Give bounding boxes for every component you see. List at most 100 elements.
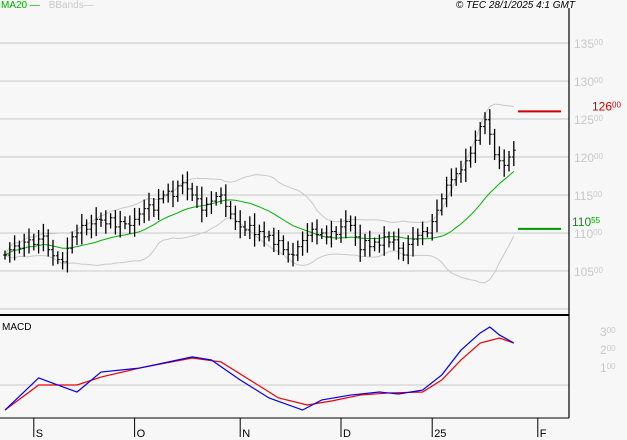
price-bar — [108, 213, 113, 229]
price-bar — [339, 218, 343, 243]
price-bar — [199, 186, 204, 223]
price-bar — [243, 220, 247, 237]
price-bar — [185, 171, 190, 201]
price-bar — [420, 221, 425, 246]
price-bar — [411, 226, 415, 257]
price-bar — [123, 216, 127, 230]
price-bar — [228, 201, 233, 220]
price-bar — [142, 199, 147, 224]
price-bar — [12, 235, 17, 261]
price-bar — [118, 210, 123, 238]
price-bar — [132, 207, 137, 237]
price-bar — [99, 212, 103, 227]
price-bar — [75, 224, 79, 246]
price-bar — [300, 231, 305, 256]
price-bar — [511, 141, 516, 167]
price-bar — [295, 240, 300, 262]
price-bar — [190, 182, 195, 202]
price-tick-label: 10500 — [574, 265, 603, 279]
price-bar — [127, 215, 132, 234]
price-bar — [473, 130, 478, 164]
macd-signal-line — [4, 337, 514, 411]
price-bar — [247, 216, 252, 240]
price-bar — [401, 242, 406, 262]
price-bar — [55, 251, 60, 265]
price-bar — [27, 228, 31, 254]
price-bar — [483, 112, 487, 135]
ma20-line — [4, 170, 515, 256]
price-bar — [497, 146, 502, 170]
price-bar — [358, 224, 363, 262]
price-bar — [468, 146, 473, 168]
price-bar — [315, 219, 319, 245]
x-tick-label: F — [540, 428, 547, 440]
price-bar — [492, 128, 497, 161]
price-bar — [147, 192, 151, 221]
price-bar — [487, 109, 492, 145]
price-tick-label: 13000 — [574, 75, 603, 89]
price-bar — [84, 219, 89, 236]
price-bar — [3, 250, 7, 260]
price-bar — [454, 167, 459, 186]
price-bar — [478, 122, 483, 145]
price-bar — [291, 242, 295, 267]
legend-ma20: MA20 — [1, 0, 28, 11]
copyright: © TEC 28/1/2025 4:1 GMT — [455, 0, 575, 11]
price-bar — [151, 198, 156, 218]
price-bar — [219, 187, 223, 205]
x-tick-label: S — [36, 428, 43, 440]
price-bar — [137, 207, 142, 226]
price-bar — [372, 237, 377, 252]
price-bar — [334, 226, 339, 240]
price-bar — [281, 235, 286, 256]
price-bar — [406, 235, 411, 265]
legend-bbands: BBands — [48, 0, 84, 11]
price-bar — [415, 228, 420, 246]
price-bar — [262, 221, 267, 247]
price-bar — [463, 148, 468, 183]
price-bar — [171, 180, 175, 208]
price-bar — [156, 188, 161, 221]
price-bar — [31, 233, 36, 251]
price-bar — [348, 215, 353, 232]
price-bar — [51, 239, 55, 266]
price-tick-label: 11500 — [574, 189, 603, 203]
legend-bbands-swatch: — — [83, 0, 94, 11]
price-tick-label: 12500 — [574, 113, 603, 127]
price-bar — [319, 228, 324, 240]
price-bar — [343, 210, 348, 239]
price-bar — [233, 205, 238, 230]
price-bar — [391, 231, 396, 251]
price-tick-label: 12000 — [574, 151, 603, 165]
macd-tick-label: 200 — [600, 343, 616, 357]
price-bar — [377, 234, 382, 253]
price-bar — [180, 174, 185, 195]
price-bar — [22, 233, 27, 257]
price-bar — [89, 214, 94, 239]
price-bar — [166, 183, 171, 203]
price-bar — [223, 184, 228, 218]
price-bar — [425, 226, 430, 238]
x-tick-label: 25 — [434, 428, 446, 440]
price-bar — [46, 229, 51, 257]
price-bar — [387, 231, 391, 248]
macd-line — [4, 326, 515, 411]
price-bar — [353, 216, 358, 246]
price-tick-label: 13500 — [574, 37, 603, 51]
macd-label: MACD — [2, 322, 32, 333]
price-bar — [382, 226, 387, 256]
price-bar — [435, 199, 439, 233]
price-bar — [324, 225, 329, 245]
price-bar — [507, 150, 511, 172]
price-bar — [195, 185, 199, 208]
price-bar — [271, 227, 276, 252]
price-bar — [103, 210, 108, 234]
price-bar — [161, 190, 166, 204]
price-bar — [459, 160, 463, 183]
x-tick-label: O — [137, 428, 146, 440]
price-bar — [41, 223, 46, 252]
price-bar — [113, 210, 118, 235]
price-bar — [310, 222, 315, 243]
